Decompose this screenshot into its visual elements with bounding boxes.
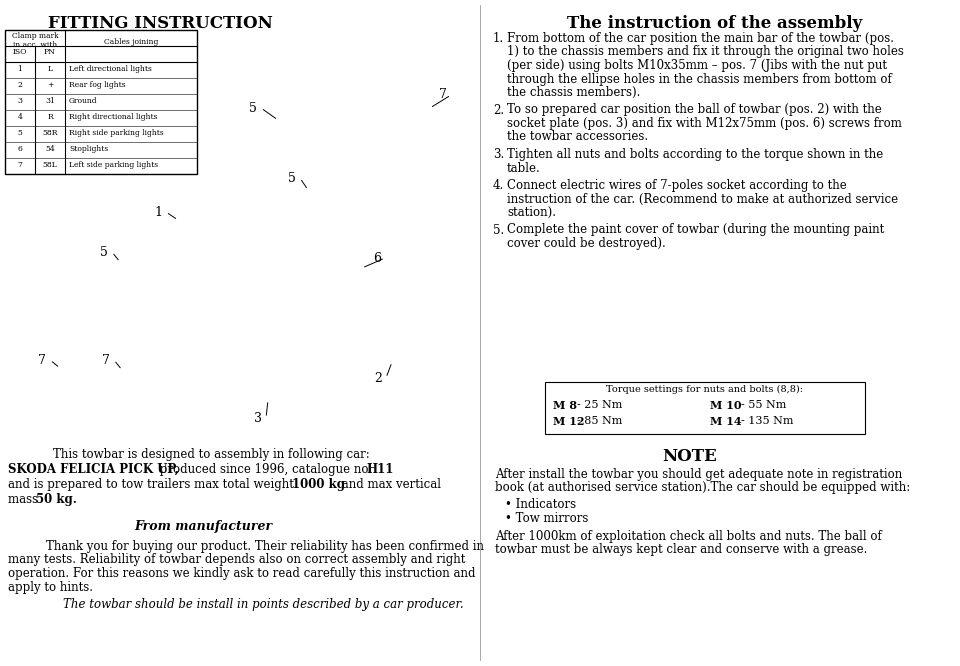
Text: 4.: 4. [493,179,504,192]
Text: After 1000km of exploitation check all bolts and nuts. The ball of: After 1000km of exploitation check all b… [495,530,881,543]
Text: FITTING INSTRUCTION: FITTING INSTRUCTION [48,15,273,32]
Text: 2: 2 [17,81,22,89]
Text: 2.: 2. [493,103,504,117]
Text: 7: 7 [439,89,447,101]
Text: Left directional lights: Left directional lights [69,65,152,73]
Text: From manufacturer: From manufacturer [134,520,272,533]
Bar [545,382,865,434]
Text: and is prepared to tow trailers max total weight: and is prepared to tow trailers max tota… [8,478,298,491]
Text: SKODA FELICIA PICK UP,: SKODA FELICIA PICK UP, [8,463,179,476]
Text: - 135 Nm: - 135 Nm [741,416,794,426]
Text: 7: 7 [17,161,22,169]
Text: - 55 Nm: - 55 Nm [741,400,786,410]
Text: 58R: 58R [42,129,58,137]
Text: 1: 1 [154,206,162,218]
Text: the chassis members).: the chassis members). [507,86,640,99]
Text: Thank you for buying our product. Their reliability has been confirmed in: Thank you for buying our product. Their … [46,540,484,553]
Text: 5: 5 [100,246,108,258]
Text: (per side) using bolts M10x35mm – pos. 7 (Jibs with the nut put: (per side) using bolts M10x35mm – pos. 7… [507,59,887,72]
Text: 1.: 1. [493,32,504,45]
Text: 5: 5 [249,101,257,115]
Text: M 8: M 8 [553,400,577,411]
Text: Right side parking lights: Right side parking lights [69,129,164,137]
Text: 58L: 58L [42,161,58,169]
Text: +: + [47,81,53,89]
Text: 54: 54 [45,145,55,153]
Text: To so prepared car position the ball of towbar (pos. 2) with the: To so prepared car position the ball of … [507,103,881,117]
Text: The towbar should be install in points described by a car producer.: The towbar should be install in points d… [63,598,464,611]
Text: 1: 1 [17,65,22,73]
Text: Connect electric wires of 7-poles socket according to the: Connect electric wires of 7-poles socket… [507,179,847,192]
Text: ISO: ISO [12,48,27,56]
Text: Clamp mark
in acc. with: Clamp mark in acc. with [12,32,59,49]
Text: 2: 2 [374,372,382,384]
Text: 3: 3 [17,97,22,105]
Text: Ground: Ground [69,97,98,105]
Text: Torque settings for nuts and bolts (8,8):: Torque settings for nuts and bolts (8,8)… [607,385,804,394]
Text: Left side parking lights: Left side parking lights [69,161,158,169]
Text: book (at authorised service station).The car should be equipped with:: book (at authorised service station).The… [495,482,910,494]
Text: 31: 31 [45,97,55,105]
Text: cover could be destroyed).: cover could be destroyed). [507,237,665,250]
Text: and max vertical: and max vertical [338,478,441,491]
Text: 3: 3 [254,412,262,424]
Text: station).: station). [507,206,556,219]
Text: 7: 7 [102,354,110,366]
Text: H11: H11 [366,463,394,476]
Text: the towbar accessories.: the towbar accessories. [507,131,648,143]
Text: • Indicators: • Indicators [505,498,576,511]
Text: table.: table. [507,161,540,174]
Text: 5: 5 [17,129,22,137]
Text: socket plate (pos. 3) and fix with M12x75mm (pos. 6) screws from: socket plate (pos. 3) and fix with M12x7… [507,117,901,130]
Text: This towbar is designed to assembly in following car:: This towbar is designed to assembly in f… [53,448,370,461]
Text: - 25 Nm: - 25 Nm [577,400,622,410]
Text: L: L [47,65,53,73]
Text: Cables joining: Cables joining [104,38,158,46]
Text: mass: mass [8,493,42,506]
Text: operation. For this reasons we kindly ask to read carefully this instruction and: operation. For this reasons we kindly as… [8,567,475,580]
Text: 5: 5 [288,172,296,184]
Text: produced since 1996, catalogue no.: produced since 1996, catalogue no. [156,463,375,476]
Text: Complete the paint cover of towbar (during the mounting paint: Complete the paint cover of towbar (duri… [507,224,884,236]
Text: R: R [47,113,53,121]
Text: - 85 Nm: - 85 Nm [577,416,622,426]
Text: Tighten all nuts and bolts according to the torque shown in the: Tighten all nuts and bolts according to … [507,148,883,161]
Bar [5,30,197,174]
Text: 6: 6 [17,145,22,153]
Text: 4: 4 [17,113,22,121]
Text: From bottom of the car position the main bar of the towbar (pos.: From bottom of the car position the main… [507,32,894,45]
Text: apply to hints.: apply to hints. [8,581,93,593]
Text: instruction of the car. (Recommend to make at authorized service: instruction of the car. (Recommend to ma… [507,192,899,206]
Text: 5.: 5. [493,224,504,236]
Text: through the ellipse holes in the chassis members from bottom of: through the ellipse holes in the chassis… [507,73,892,85]
Text: Rear fog lights: Rear fog lights [69,81,126,89]
Text: The instruction of the assembly: The instruction of the assembly [567,15,863,32]
Text: M 14: M 14 [710,416,742,427]
Text: • Tow mirrors: • Tow mirrors [505,512,588,525]
Text: NOTE: NOTE [662,448,717,465]
Text: 7: 7 [38,354,46,366]
Text: towbar must be always kept clear and conserve with a grease.: towbar must be always kept clear and con… [495,543,868,557]
Text: After install the towbar you should get adequate note in registration: After install the towbar you should get … [495,468,902,481]
Text: 3.: 3. [493,148,504,161]
Text: 50 kg.: 50 kg. [36,493,77,506]
Text: 6: 6 [373,252,381,264]
Text: Right directional lights: Right directional lights [69,113,157,121]
Text: M 10: M 10 [710,400,741,411]
Text: 1) to the chassis members and fix it through the original two holes: 1) to the chassis members and fix it thr… [507,45,904,59]
Text: Stoplights: Stoplights [69,145,108,153]
Text: M 12: M 12 [553,416,585,427]
Text: PN: PN [44,48,56,56]
Text: 1000 kg: 1000 kg [292,478,345,491]
Text: many tests. Reliability of towbar depends also on correct assembly and right: many tests. Reliability of towbar depend… [8,553,466,567]
